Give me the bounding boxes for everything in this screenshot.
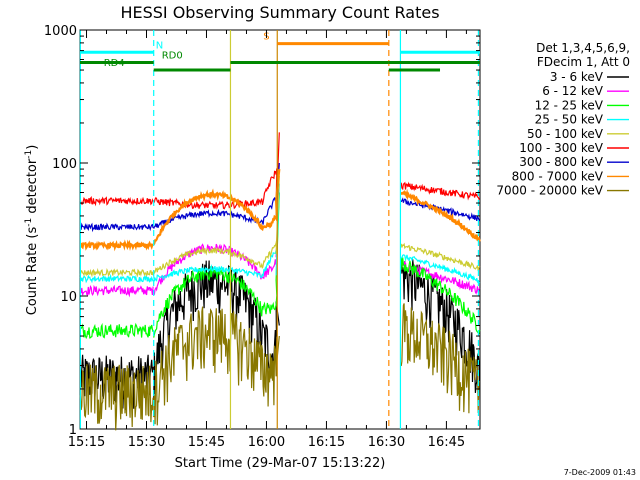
legend-label-7000-20000-kev: 7000 - 20000 keV [496,184,603,198]
x-axis-title: Start Time (29-Mar-07 15:13:22) [175,456,386,471]
y-tick-label: 1000 [44,24,77,39]
y-axis-title-sup1: -1 [24,218,34,227]
legend: Det 1,3,4,5,6,9, FDecim 1, Att 0 3 - 6 k… [496,41,630,198]
series-line-50-100-kev [153,175,280,275]
series-line-50-100-kev [400,242,481,272]
y-tick-label: 10 [60,290,77,305]
y-axis-title-end: ) [25,145,40,150]
y-tick-label: 100 [52,157,77,172]
chart-title: HESSI Observing Summary Count Rates [120,3,439,22]
legend-header-line-1: Det 1,3,4,5,6,9, [536,41,630,55]
series-300-800-kev [79,162,481,233]
series-line-12-25-kev [80,322,154,340]
flag-label-rd0: RD0 [162,50,183,61]
series-line-300-800-kev [79,222,154,233]
x-tick-label: 15:45 [188,435,225,450]
legend-label-12-25-kev: 12 - 25 keV [535,98,604,112]
x-tick-label: 15:15 [68,435,105,450]
series-line-800-7000-kev [400,188,481,243]
series-line-25-50-kev [79,273,154,284]
legend-header-line-2: FDecim 1, Att 0 [537,55,630,69]
x-tick-label: 16:45 [428,435,465,450]
x-tick-label: 16:00 [248,435,285,450]
legend-label-3-6-kev: 3 - 6 keV [550,70,604,84]
x-tick-label: 15:30 [128,435,165,450]
y-axis-title: Count Rate (s-1 detector-1) [24,145,40,316]
generation-date: 7-Dec-2009 01:43 [564,468,636,477]
legend-label-300-800-kev: 300 - 800 keV [519,155,603,169]
series-50-100-kev [79,175,481,278]
series-line-3-6-kev [79,354,154,411]
y-axis-title-main: Count Rate (s [25,227,40,316]
series-7000-20000-kev [79,303,481,431]
x-axis-ticks: 15:15 15:30 15:45 16:00 16:15 16:30 16:45 [68,30,467,450]
series-25-50-kev [79,183,481,284]
series-line-800-7000-kev [152,168,281,246]
series-line-6-12-kev [79,284,154,298]
y-axis-ticks: 1 10 100 1000 [44,24,480,438]
series-line-7000-20000-kev [79,364,154,431]
legend-label-100-300-kev: 100 - 300 keV [519,141,603,155]
y-axis-title-sup2: -1 [24,150,34,159]
series-line-25-50-kev [400,254,481,284]
series-line-100-300-kev [153,132,280,213]
series-line-50-100-kev [79,267,154,278]
flag-bar-rd4: RD4 [104,58,441,72]
x-tick-label: 16:30 [368,435,405,450]
series-line-7000-20000-kev [153,306,280,426]
x-tick-label: 16:15 [308,435,345,450]
legend-label-25-50-kev: 25 - 50 keV [535,113,604,127]
series-line-100-300-kev [79,195,154,207]
y-axis-title-mid: detector [25,158,40,218]
flag-label-rd4: RD4 [104,58,125,69]
series-line-25-50-kev [153,183,280,282]
series-line-100-300-kev [400,181,481,201]
series-line-800-7000-kev [79,239,154,252]
series-100-300-kev [79,132,481,213]
series-line-300-800-kev [400,197,481,222]
flag-bar-n: N [80,40,480,54]
series-800-7000-kev [79,168,481,252]
y-tick-label: 1 [69,423,77,438]
flag-bar-rd0: RD0 [80,50,480,64]
series-line-7000-20000-kev [400,303,481,414]
series-line-12-25-kev [400,257,481,335]
legend-label-6-12-kev: 6 - 12 keV [542,84,604,98]
flag-layer: NSRD0RD4 [79,30,480,429]
legend-label-50-100-kev: 50 - 100 keV [527,127,604,141]
flag-label-n: N [156,40,163,51]
series-layer [79,132,481,431]
legend-label-800-7000-kev: 800 - 7000 keV [512,169,604,183]
plot-area: NSRD0RD4 15:1515:3015:4516:0016:1516:301… [44,24,481,450]
